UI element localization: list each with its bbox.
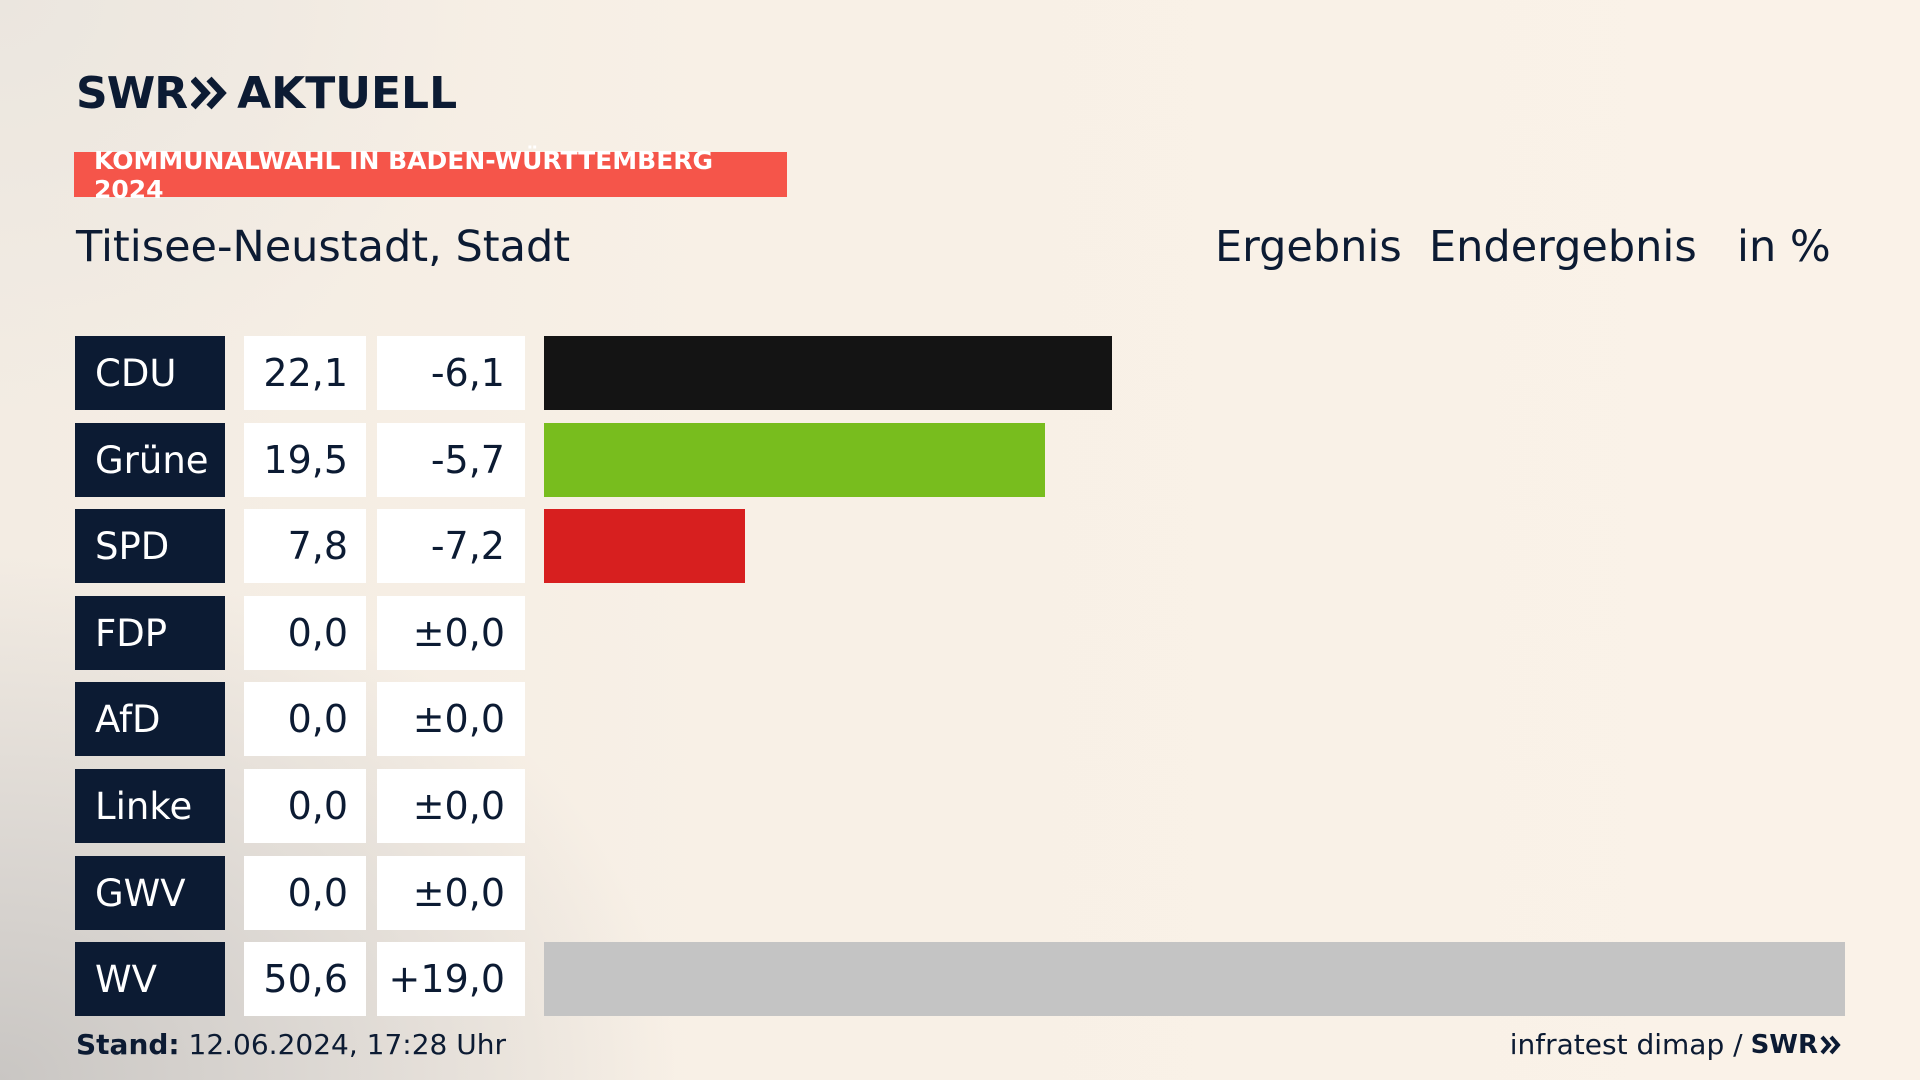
party-label: Linke (75, 769, 225, 843)
diff-label: ±0,0 (377, 682, 525, 756)
value-label: 50,6 (244, 942, 366, 1016)
party-label: AfD (75, 682, 225, 756)
diff-label: -6,1 (377, 336, 525, 410)
bar-cdu (544, 336, 1112, 410)
bar-wv (544, 942, 1845, 1016)
bar-grüne (544, 423, 1045, 497)
diff-label: ±0,0 (377, 856, 525, 930)
value-label: 0,0 (244, 596, 366, 670)
value-label: 0,0 (244, 769, 366, 843)
footer-source: infratest dimap / SWR (1510, 1028, 1844, 1061)
result-row-wv: WV 50,6 +19,0 (0, 942, 1920, 1016)
result-row-grüne: Grüne 19,5 -5,7 (0, 423, 1920, 497)
result-row-spd: SPD 7,8 -7,2 (0, 509, 1920, 583)
result-row-cdu: CDU 22,1 -6,1 (0, 336, 1920, 410)
value-label: 22,1 (244, 336, 366, 410)
swr-aktuell-logo: SWR AKTUELL (76, 67, 458, 119)
value-label: 0,0 (244, 856, 366, 930)
party-label: GWV (75, 856, 225, 930)
value-label: 7,8 (244, 509, 366, 583)
party-label: Grüne (75, 423, 225, 497)
party-label: FDP (75, 596, 225, 670)
page-title: Titisee-Neustadt, Stadt (76, 222, 571, 272)
diff-label: +19,0 (377, 942, 525, 1016)
result-row-afd: AfD 0,0 ±0,0 (0, 682, 1920, 756)
value-label: 0,0 (244, 682, 366, 756)
header-unit: in % (1737, 222, 1831, 272)
source-swr-logo: SWR (1750, 1029, 1818, 1060)
stand-label: Stand: (76, 1028, 180, 1061)
election-tag: KOMMUNALWAHL IN BADEN-WÜRTTEMBERG 2024 (74, 146, 787, 204)
double-chevron-small-icon (1820, 1035, 1841, 1054)
footer-stand: Stand: 12.06.2024, 17:28 Uhr (76, 1028, 506, 1061)
result-row-linke: Linke 0,0 ±0,0 (0, 769, 1920, 843)
header-endergebnis: Endergebnis (1429, 222, 1697, 272)
party-label: SPD (75, 509, 225, 583)
party-label: WV (75, 942, 225, 1016)
logo-swr-text: SWR (76, 67, 188, 119)
bar-spd (544, 509, 745, 583)
value-label: 19,5 (244, 423, 366, 497)
source-text: infratest dimap / (1509, 1028, 1743, 1061)
party-label: CDU (75, 336, 225, 410)
logo-aktuell-text: AKTUELL (237, 67, 458, 119)
header-ergebnis: Ergebnis (1215, 222, 1402, 272)
stand-value: 12.06.2024, 17:28 Uhr (179, 1028, 506, 1061)
diff-label: ±0,0 (377, 769, 525, 843)
result-row-gwv: GWV 0,0 ±0,0 (0, 856, 1920, 930)
double-chevron-icon (191, 76, 227, 110)
diff-label: -7,2 (377, 509, 525, 583)
result-row-fdp: FDP 0,0 ±0,0 (0, 596, 1920, 670)
diff-label: ±0,0 (377, 596, 525, 670)
diff-label: -5,7 (377, 423, 525, 497)
